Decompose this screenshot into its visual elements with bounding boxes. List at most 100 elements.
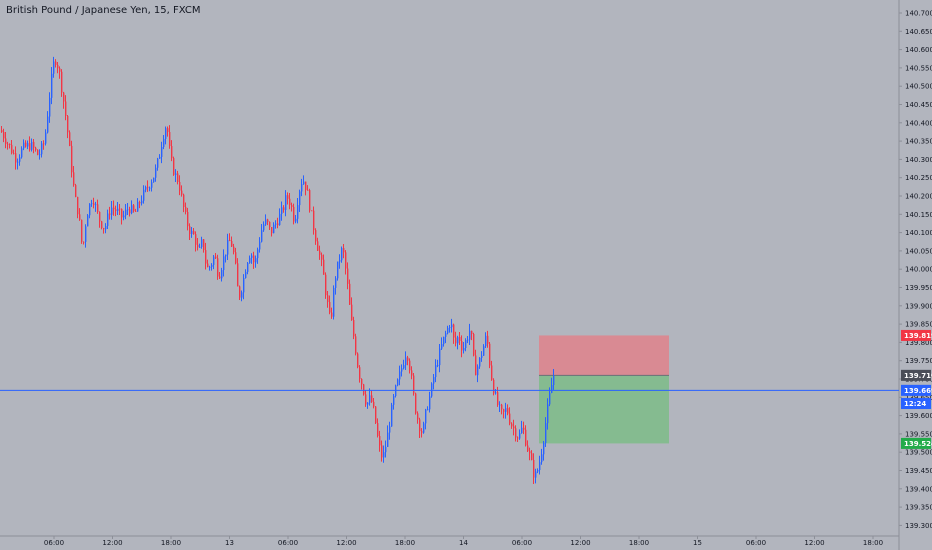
candle-body (131, 205, 133, 214)
candle-body (291, 205, 293, 207)
candle-body (69, 132, 71, 146)
candle-body (197, 244, 199, 248)
candle-body (49, 97, 51, 117)
candle-body (397, 379, 399, 386)
candle-body (283, 207, 285, 210)
candle-body (257, 249, 259, 259)
candle-body (393, 395, 395, 405)
candle-body (281, 207, 283, 214)
candle-body (17, 161, 19, 163)
candle-body (383, 452, 385, 458)
candle-body (11, 144, 13, 154)
candle-body (357, 353, 359, 368)
candle-body (239, 286, 241, 298)
candle-body (499, 404, 501, 406)
x-tick-label: 18:00 (395, 539, 415, 547)
candle-body (89, 203, 91, 216)
candle-body (41, 143, 43, 155)
price-tag-label: 139.524 (904, 440, 932, 448)
candle-body (533, 459, 535, 478)
candle-body (57, 64, 59, 69)
candle-body (355, 336, 357, 354)
candle-body (309, 190, 311, 211)
y-tick-label: 140.250 (905, 174, 932, 182)
candle-body (313, 210, 315, 231)
candle-body (179, 181, 181, 191)
candle-body (311, 210, 313, 212)
candle-body (507, 408, 509, 414)
candle-body (83, 241, 85, 243)
price-tag (901, 398, 931, 410)
candle-body (549, 393, 551, 405)
candle-body (337, 261, 339, 279)
y-tick-label: 140.700 (905, 10, 932, 18)
candle-body (343, 248, 345, 253)
candle-body (265, 219, 267, 225)
candle-body (97, 204, 99, 212)
candle-body (55, 61, 57, 65)
candle-body (457, 337, 459, 344)
candle-body (521, 427, 523, 434)
price-tag (901, 437, 931, 449)
candle-body (385, 446, 387, 453)
candle-body (479, 357, 481, 367)
candle-body (267, 219, 269, 222)
candle-body (237, 263, 239, 287)
candle-body (369, 395, 371, 403)
candle-body (151, 182, 153, 188)
candle-body (399, 371, 401, 380)
candle-body (133, 205, 135, 212)
candle-body (327, 295, 329, 303)
candle-body (403, 365, 405, 369)
candle-body (391, 404, 393, 427)
candle-body (285, 195, 287, 210)
y-tick-label: 139.950 (905, 284, 932, 292)
candle-body (387, 432, 389, 447)
candle-body (363, 384, 365, 395)
candle-body (493, 379, 495, 394)
y-tick-label: 140.150 (905, 211, 932, 219)
candle-body (441, 344, 443, 349)
x-tick-label: 06:00 (44, 539, 64, 547)
candle-body (251, 255, 253, 258)
candle-body (147, 186, 149, 188)
x-tick-label: 18:00 (161, 539, 181, 547)
candle-body (231, 240, 233, 247)
candle-body (121, 208, 123, 218)
candle-body (405, 357, 407, 366)
candle-body (175, 173, 177, 175)
x-tick-label: 06:00 (746, 539, 766, 547)
candle-body (525, 429, 527, 446)
candle-body (379, 436, 381, 446)
candle-body (229, 239, 231, 241)
candle-body (529, 451, 531, 454)
candle-body (459, 337, 461, 342)
x-tick-label: 14 (459, 539, 468, 547)
candle-body (275, 223, 277, 225)
candle-body (227, 239, 229, 255)
candle-body (345, 252, 347, 269)
candle-body (339, 260, 341, 262)
candle-body (79, 214, 81, 220)
candle-body (475, 355, 477, 376)
candle-body (389, 426, 391, 433)
candle-body (225, 254, 227, 257)
candle-body (537, 470, 539, 472)
candle-body (173, 158, 175, 175)
candle-body (15, 153, 17, 163)
x-tick-label: 06:00 (278, 539, 298, 547)
candle-body (165, 128, 167, 139)
candle-body (181, 190, 183, 195)
candle-body (447, 327, 449, 334)
candle-body (259, 241, 261, 250)
candle-body (19, 157, 21, 162)
candle-body (415, 393, 417, 414)
candle-body (205, 250, 207, 264)
candle-body (245, 271, 247, 278)
candle-body (523, 427, 525, 430)
candle-body (439, 348, 441, 366)
candle-body (433, 377, 435, 384)
y-tick-label: 140.100 (905, 229, 932, 237)
candle-body (123, 215, 125, 218)
